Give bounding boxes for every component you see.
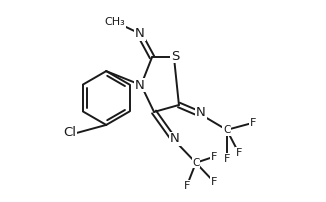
Text: F: F bbox=[211, 152, 217, 162]
Text: F: F bbox=[184, 181, 190, 191]
Text: S: S bbox=[171, 50, 179, 63]
Text: CH₃: CH₃ bbox=[105, 17, 126, 27]
Text: F: F bbox=[211, 177, 217, 187]
Text: N: N bbox=[135, 79, 145, 92]
Text: C: C bbox=[223, 125, 230, 135]
Text: F: F bbox=[235, 148, 242, 158]
Text: N: N bbox=[135, 27, 145, 40]
Text: C: C bbox=[192, 158, 200, 168]
Text: F: F bbox=[224, 154, 230, 164]
Text: Cl: Cl bbox=[64, 126, 77, 139]
Text: N: N bbox=[196, 106, 206, 119]
Text: F: F bbox=[249, 118, 256, 128]
Text: N: N bbox=[170, 132, 180, 145]
